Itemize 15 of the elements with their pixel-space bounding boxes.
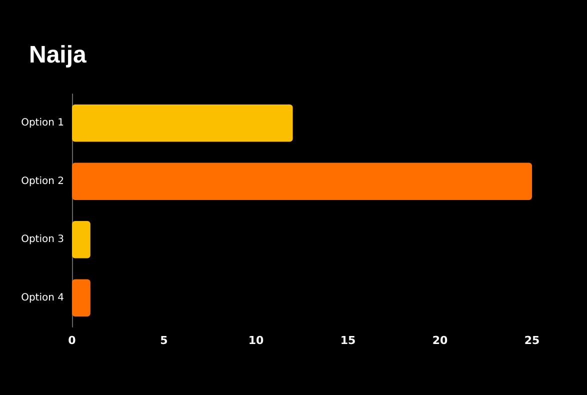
- bar: [72, 104, 293, 142]
- chart-title: Naija: [29, 42, 88, 68]
- y-tick-label: Option 2: [21, 176, 64, 187]
- y-tick-label: Option 3: [21, 234, 64, 246]
- y-tick-label: Option 1: [21, 118, 64, 129]
- x-tick-label: 20: [432, 334, 448, 347]
- y-tick-label: Option 4: [21, 292, 64, 304]
- x-tick-label: 0: [68, 334, 76, 347]
- x-tick-label: 10: [248, 334, 264, 347]
- x-tick-label: 25: [524, 334, 540, 347]
- bar: [72, 162, 532, 200]
- x-tick-label: 5: [160, 334, 168, 347]
- bar: [72, 220, 90, 258]
- x-tick-label: 15: [340, 334, 356, 347]
- bar: [72, 279, 90, 317]
